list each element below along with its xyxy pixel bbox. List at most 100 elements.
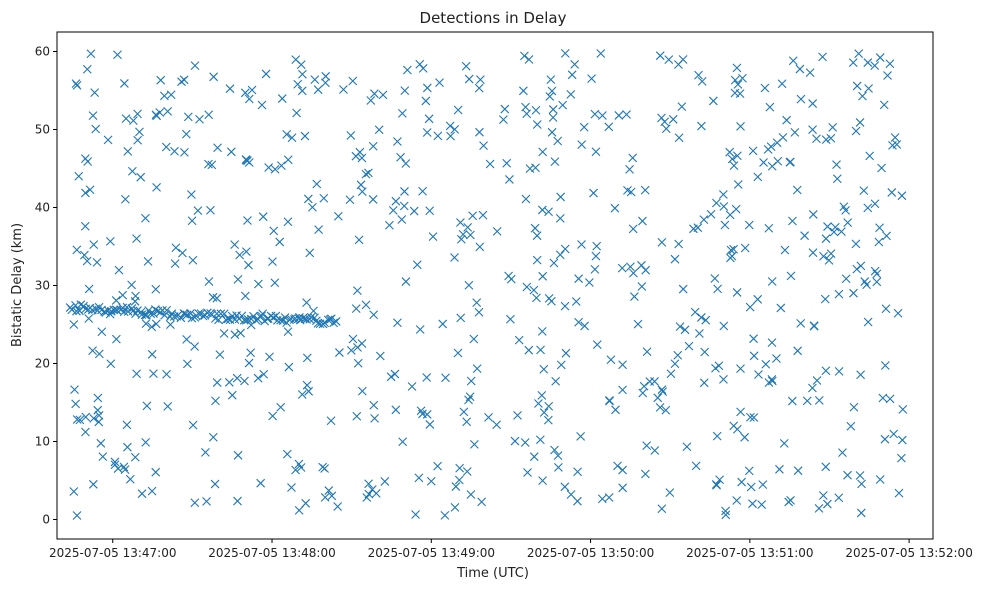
data-point — [767, 277, 777, 286]
data-point — [640, 469, 650, 479]
data-point — [697, 121, 706, 131]
data-point — [664, 55, 674, 65]
data-point — [461, 61, 471, 71]
data-point — [618, 483, 628, 493]
data-point — [361, 300, 371, 310]
data-point — [268, 411, 278, 421]
data-point — [478, 210, 488, 220]
data-point — [592, 241, 602, 251]
data-point — [113, 464, 123, 473]
data-point — [454, 475, 464, 485]
data-point — [370, 413, 379, 423]
data-point — [843, 470, 852, 480]
data-point — [232, 373, 242, 383]
data-point — [451, 482, 461, 491]
data-point — [110, 457, 120, 467]
data-point — [749, 351, 759, 361]
data-point — [628, 224, 638, 234]
data-point — [180, 147, 189, 157]
data-point — [150, 305, 160, 314]
data-point — [374, 125, 384, 135]
data-point — [587, 74, 596, 83]
data-point — [571, 297, 581, 306]
data-point — [103, 135, 113, 145]
data-point — [193, 206, 203, 215]
data-point — [889, 429, 899, 439]
data-point — [832, 160, 841, 170]
data-point — [369, 400, 379, 410]
data-point — [530, 223, 540, 233]
data-point — [275, 237, 285, 247]
data-point — [887, 188, 897, 197]
data-point — [618, 360, 627, 370]
data-point — [855, 118, 865, 127]
data-point — [875, 223, 884, 233]
data-point — [208, 432, 218, 442]
data-point — [863, 58, 873, 67]
data-point — [464, 395, 473, 405]
data-point — [119, 79, 129, 88]
data-point — [763, 144, 773, 154]
data-point — [276, 402, 286, 412]
data-point — [256, 478, 266, 488]
data-point — [596, 49, 606, 58]
data-point — [793, 346, 803, 356]
data-point — [775, 464, 784, 474]
data-point — [518, 86, 528, 96]
data-point — [819, 251, 828, 261]
data-point — [400, 86, 410, 95]
data-point — [655, 51, 665, 61]
data-point — [118, 290, 128, 300]
data-point — [71, 399, 81, 409]
data-point — [82, 256, 92, 266]
data-point — [736, 364, 745, 374]
data-point — [183, 112, 193, 122]
data-point — [346, 345, 356, 355]
data-point — [684, 341, 694, 351]
data-point — [319, 193, 329, 203]
data-point — [283, 327, 293, 337]
data-point — [894, 488, 904, 498]
data-point — [198, 311, 208, 321]
data-point — [69, 320, 79, 329]
data-point — [421, 96, 431, 106]
data-point — [468, 211, 478, 221]
data-point — [668, 114, 678, 124]
data-point — [553, 136, 563, 146]
data-point — [880, 361, 890, 370]
data-point — [560, 48, 570, 58]
data-point — [744, 220, 754, 230]
data-point — [323, 315, 333, 325]
data-point — [92, 258, 102, 267]
data-point — [202, 497, 211, 506]
data-point — [604, 122, 614, 132]
data-point — [93, 405, 103, 415]
data-point — [699, 378, 709, 388]
data-point — [757, 500, 767, 509]
data-point — [135, 127, 144, 137]
data-point — [881, 304, 891, 314]
data-point — [883, 71, 892, 80]
data-point — [856, 370, 866, 380]
data-point — [407, 382, 417, 391]
data-point — [81, 188, 90, 198]
data-point — [790, 128, 800, 137]
data-point — [779, 438, 789, 448]
data-point — [331, 317, 341, 326]
data-point — [782, 115, 792, 125]
data-point — [574, 274, 584, 284]
data-point — [270, 278, 280, 288]
data-point — [796, 94, 806, 104]
data-point — [846, 421, 856, 431]
data-point — [123, 146, 133, 156]
data-point — [224, 377, 234, 387]
y-tick-label: 30 — [35, 279, 50, 293]
data-point — [236, 328, 245, 338]
data-point — [385, 220, 394, 230]
data-point — [590, 109, 600, 119]
data-point — [294, 505, 304, 515]
data-point — [207, 160, 217, 170]
data-point — [535, 435, 545, 445]
data-point — [625, 164, 634, 174]
data-point — [897, 435, 907, 445]
